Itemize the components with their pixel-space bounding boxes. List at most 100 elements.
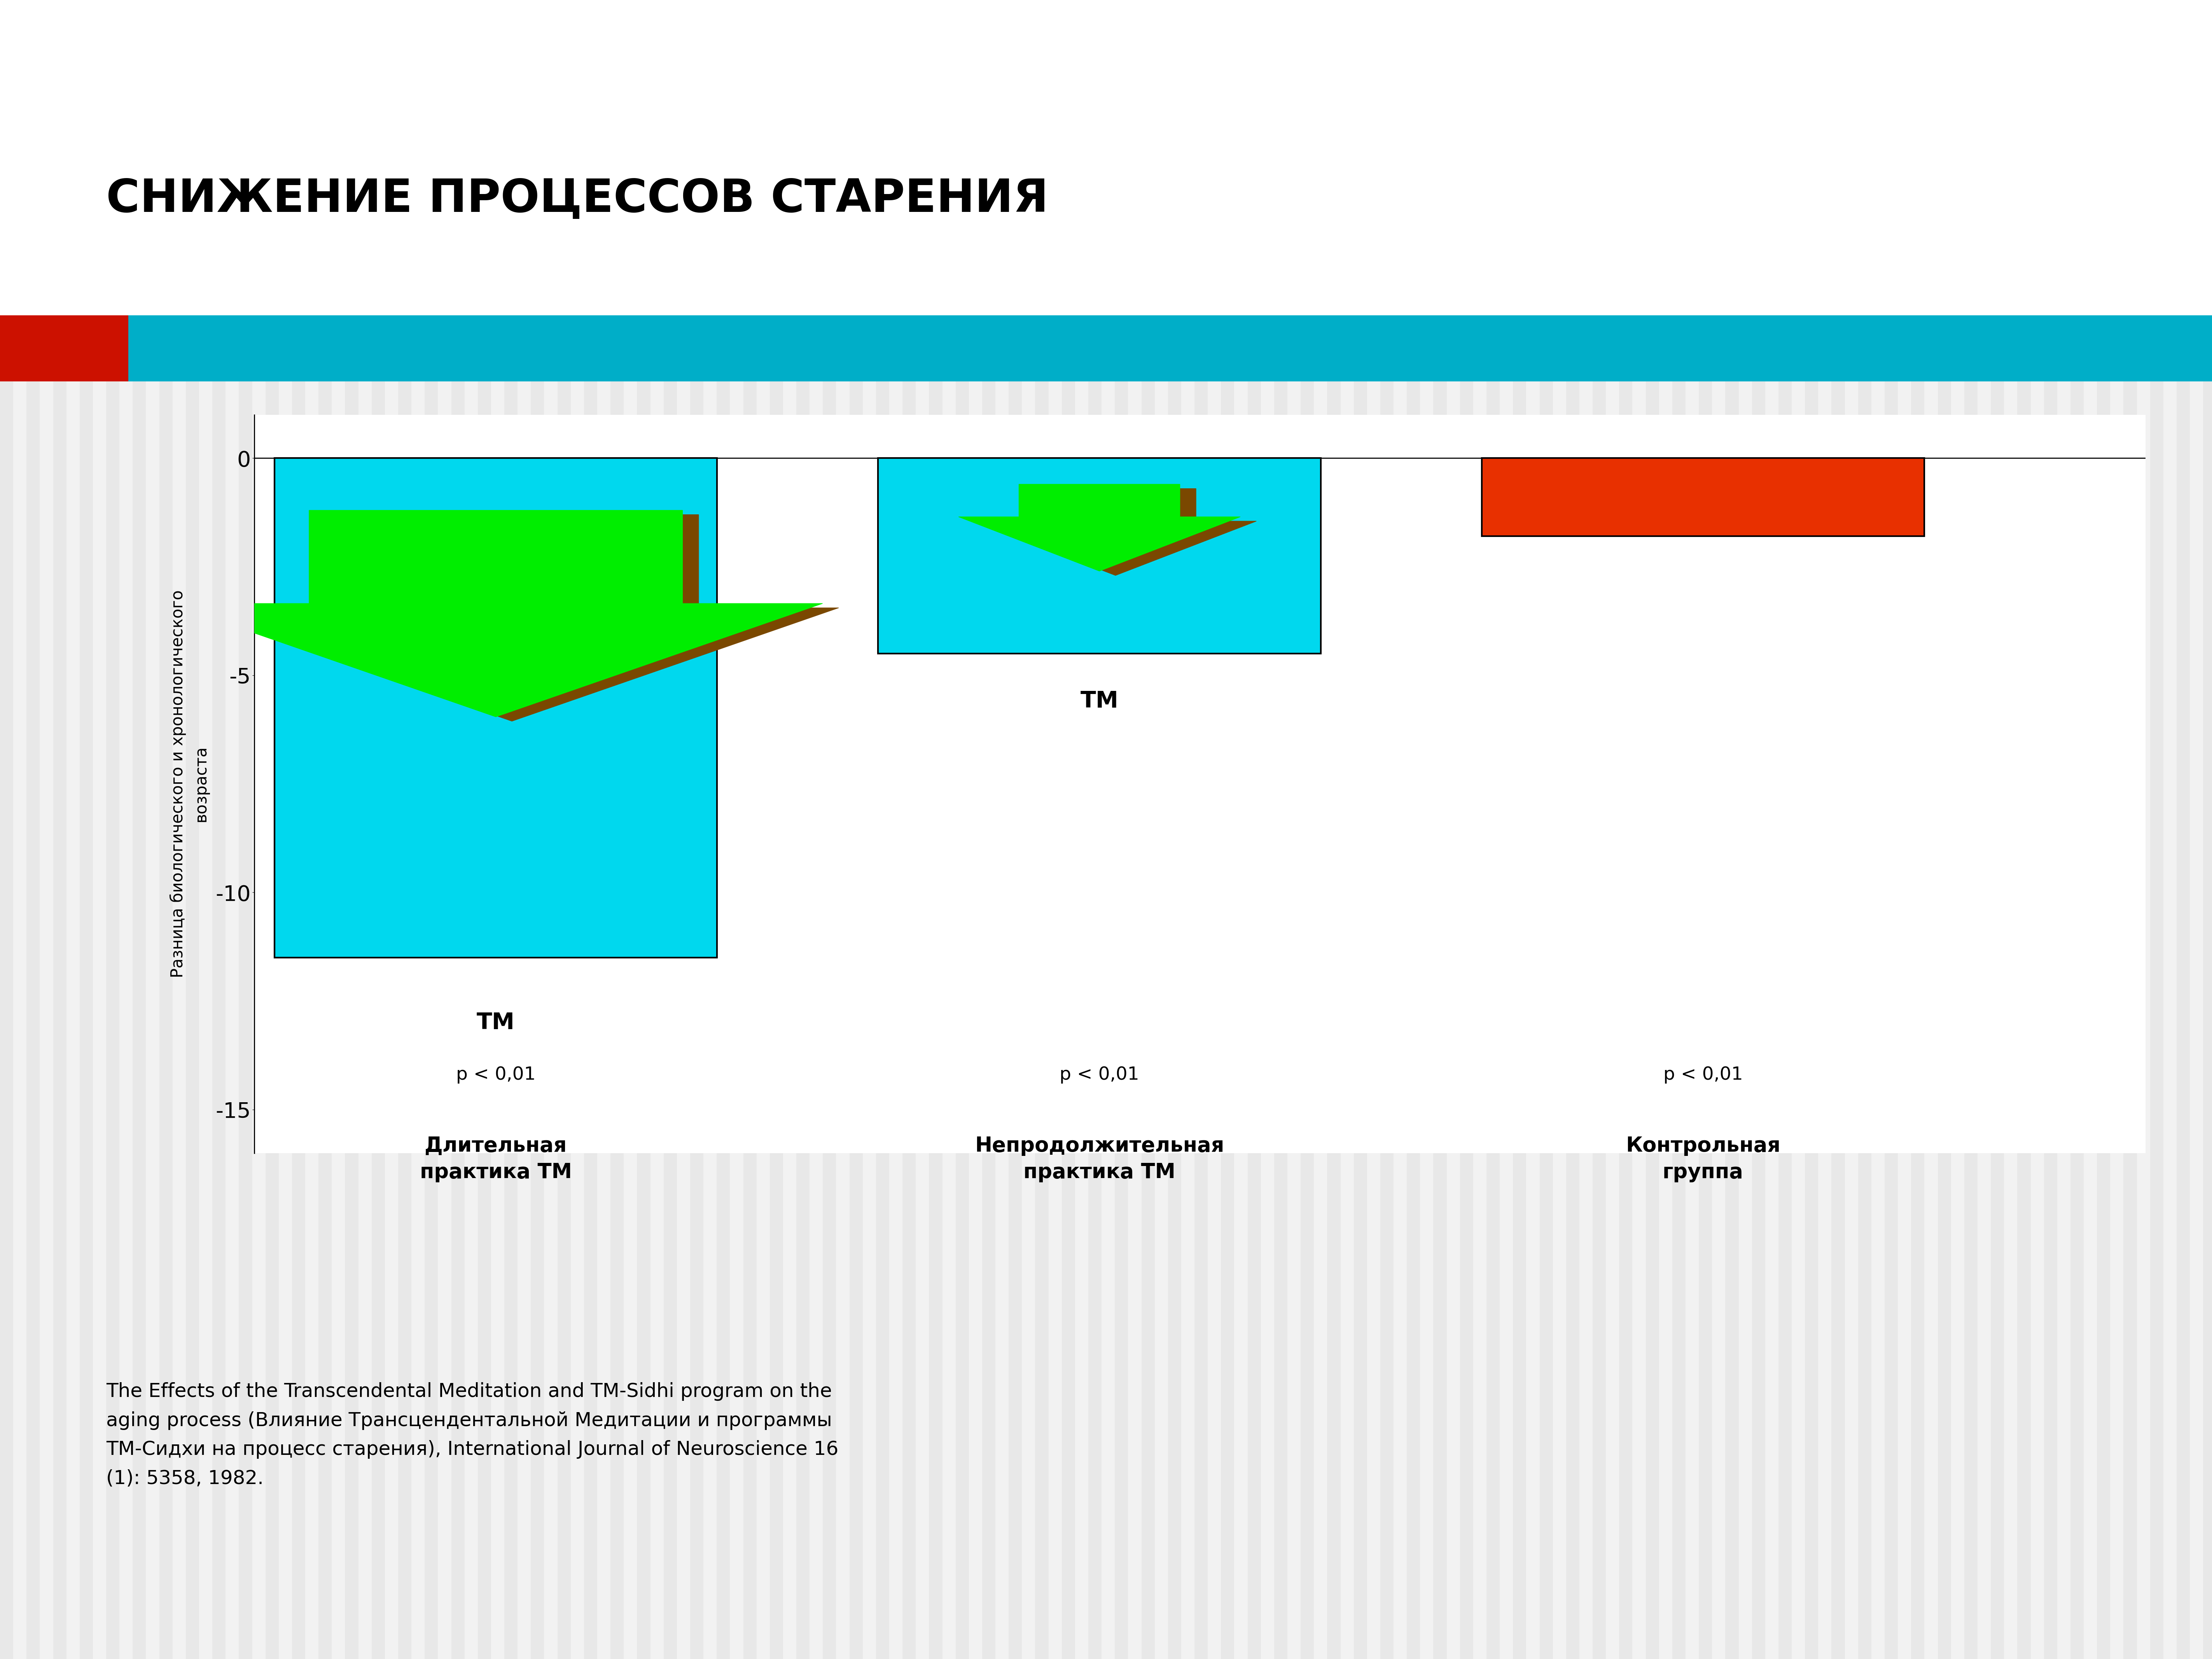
Bar [128, 315, 2212, 382]
Bar [1513, 0, 1526, 1659]
Text: ТМ: ТМ [1079, 690, 1119, 712]
Bar [1991, 0, 2004, 1659]
Bar [2070, 0, 2084, 1659]
Bar [0, 0, 2212, 348]
Bar [265, 0, 279, 1659]
Bar [186, 0, 199, 1659]
Bar [1009, 0, 1022, 1659]
Bar [1619, 0, 1632, 1659]
Bar [1380, 0, 1394, 1659]
Bar [1221, 0, 1234, 1659]
Bar [849, 0, 863, 1659]
Bar [1460, 0, 1473, 1659]
Bar [319, 0, 332, 1659]
Bar [1911, 0, 1924, 1659]
Bar [876, 0, 889, 1659]
Bar [1062, 0, 1075, 1659]
Bar [212, 0, 226, 1659]
Bar [2017, 0, 2031, 1659]
Bar [743, 0, 757, 1659]
Bar [1858, 0, 1871, 1659]
Bar [1035, 0, 1048, 1659]
FancyArrow shape [958, 484, 1241, 571]
Bar [1433, 0, 1447, 1659]
Bar [80, 0, 93, 1659]
Bar [133, 0, 146, 1659]
Y-axis label: Разница биологического и хронологического
возраста: Разница биологического и хронологическог… [170, 591, 208, 977]
Text: The Effects of the Transcendental Meditation and TM-Sidhi program on the
aging p: The Effects of the Transcendental Medita… [106, 1382, 838, 1488]
Bar [1805, 0, 1818, 1659]
Bar [1699, 0, 1712, 1659]
Bar [982, 0, 995, 1659]
Bar [1672, 0, 1686, 1659]
Bar [690, 0, 703, 1659]
Bar [1327, 0, 1340, 1659]
Bar [584, 0, 597, 1659]
Bar [1088, 0, 1102, 1659]
Bar [1141, 0, 1155, 1659]
Bar [2177, 0, 2190, 1659]
Bar [504, 0, 518, 1659]
Bar [611, 0, 624, 1659]
Bar [1482, 458, 1924, 536]
Bar [1115, 0, 1128, 1659]
Bar [1274, 0, 1287, 1659]
Bar [274, 458, 717, 957]
Bar [398, 0, 411, 1659]
FancyArrow shape [975, 488, 1256, 576]
Bar [1725, 0, 1739, 1659]
Bar [796, 0, 810, 1659]
Bar [1540, 0, 1553, 1659]
Bar [1938, 0, 1951, 1659]
Bar [1964, 0, 1978, 1659]
Bar [1486, 0, 1500, 1659]
Bar [664, 0, 677, 1659]
Bar [1646, 0, 1659, 1659]
Bar [425, 0, 438, 1659]
Text: p < 0,01: p < 0,01 [1663, 1067, 1743, 1083]
Bar [902, 0, 916, 1659]
Text: Непродолжительная
практика ТМ: Непродолжительная практика ТМ [975, 1136, 1223, 1183]
Text: p < 0,01: p < 0,01 [456, 1067, 535, 1083]
Bar [1354, 0, 1367, 1659]
Bar [1194, 0, 1208, 1659]
Bar [929, 0, 942, 1659]
Bar [2097, 0, 2110, 1659]
Bar [2044, 0, 2057, 1659]
Bar [372, 0, 385, 1659]
Bar [0, 0, 13, 1659]
Bar [106, 0, 119, 1659]
Bar [1566, 0, 1579, 1659]
Bar [2124, 0, 2137, 1659]
Text: p < 0,01: p < 0,01 [1060, 1067, 1139, 1083]
Bar [1407, 0, 1420, 1659]
Bar [637, 0, 650, 1659]
Bar [823, 0, 836, 1659]
Bar [1832, 0, 1845, 1659]
Bar [1885, 0, 1898, 1659]
Bar [717, 0, 730, 1659]
Bar [27, 0, 40, 1659]
Bar [878, 458, 1321, 654]
Bar [770, 0, 783, 1659]
FancyArrow shape [186, 514, 838, 722]
Bar [1248, 0, 1261, 1659]
Bar [53, 0, 66, 1659]
Bar [292, 0, 305, 1659]
Bar [159, 0, 173, 1659]
Bar [1168, 0, 1181, 1659]
Text: Длительная
практика ТМ: Длительная практика ТМ [420, 1136, 573, 1183]
Bar [0, 315, 128, 382]
Bar [1301, 0, 1314, 1659]
Bar [531, 0, 544, 1659]
Text: ТМ: ТМ [478, 1012, 515, 1034]
Bar [239, 0, 252, 1659]
FancyArrow shape [168, 511, 823, 717]
Text: СНИЖЕНИЕ ПРОЦЕССОВ СТАРЕНИЯ: СНИЖЕНИЕ ПРОЦЕССОВ СТАРЕНИЯ [106, 178, 1048, 221]
Bar [345, 0, 358, 1659]
Bar [2150, 0, 2163, 1659]
Text: Контрольная
группа: Контрольная группа [1626, 1136, 1781, 1183]
Bar [1752, 0, 1765, 1659]
Bar [2203, 0, 2212, 1659]
Bar [956, 0, 969, 1659]
